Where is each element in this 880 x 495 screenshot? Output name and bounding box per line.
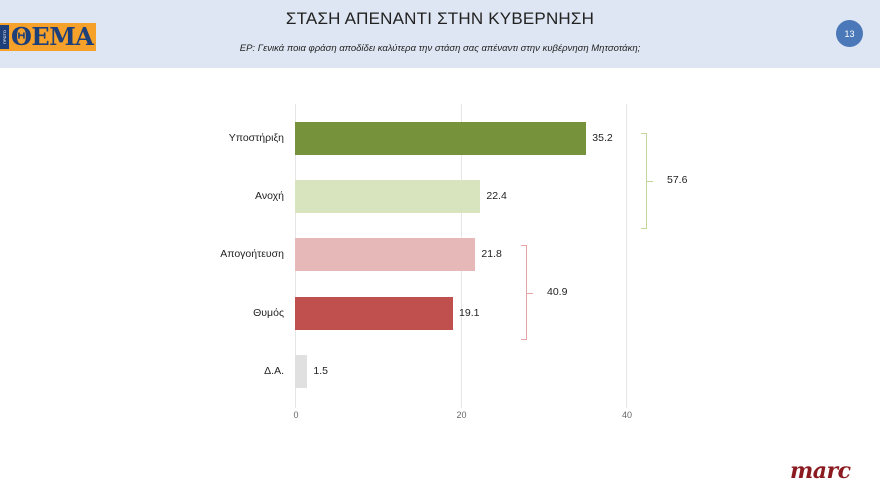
- x-tick-label: 0: [293, 410, 299, 420]
- question-subtitle: ΕΡ: Γενικά ποια φράση αποδίδει καλύτερα …: [239, 43, 641, 54]
- bar: [295, 180, 481, 213]
- category-label: Δ.Α.: [264, 364, 284, 377]
- value-label: 19.1: [459, 306, 480, 319]
- bar: [295, 238, 476, 271]
- header-band: ΠΡΩΤΟ ΘΕΜΑ ΣΤΑΣΗ ΑΠΕΝΑΝΤΙ ΣΤΗΝ ΚΥΒΕΡΝΗΣΗ…: [0, 0, 880, 68]
- bracket-tick: [647, 181, 653, 182]
- category-label: Υποστήριξη: [228, 131, 284, 144]
- theme-logo: ΠΡΩΤΟ ΘΕΜΑ: [0, 23, 96, 51]
- page-number-badge: 13: [836, 20, 863, 47]
- x-tick-label: 20: [456, 410, 467, 420]
- logo-text: ΘΕΜΑ: [11, 22, 94, 51]
- value-label: 21.8: [481, 247, 502, 260]
- bracket: [521, 245, 527, 340]
- x-tick-label: 40: [621, 410, 633, 420]
- category-label: Ανοχή: [255, 189, 284, 202]
- bracket: [641, 133, 647, 229]
- bracket-total-label: 57.6: [667, 174, 688, 186]
- value-label: 1.5: [313, 364, 329, 377]
- value-label: 22.4: [486, 189, 507, 202]
- bracket-tick: [527, 292, 533, 294]
- marc-logo: marc: [790, 458, 851, 484]
- bar: [295, 297, 454, 330]
- bracket-total-label: 40.9: [547, 285, 568, 298]
- category-label: Απογοήτευση: [220, 247, 284, 260]
- bar-chart: 0 20 40 Υποστήριξη 35.2 Ανοχή 22.4 Απογοήτευση 2…: [0, 68, 880, 428]
- value-label: 35.2: [592, 131, 613, 144]
- category-label: Θυμός: [253, 306, 284, 319]
- slide-title: ΣΤΑΣΗ ΑΠΕΝΑΝΤΙ ΣΤΗΝ ΚΥΒΕΡΝΗΣΗ: [285, 9, 595, 28]
- bar: [295, 122, 587, 155]
- gridline: [626, 104, 627, 408]
- bar: [295, 355, 308, 388]
